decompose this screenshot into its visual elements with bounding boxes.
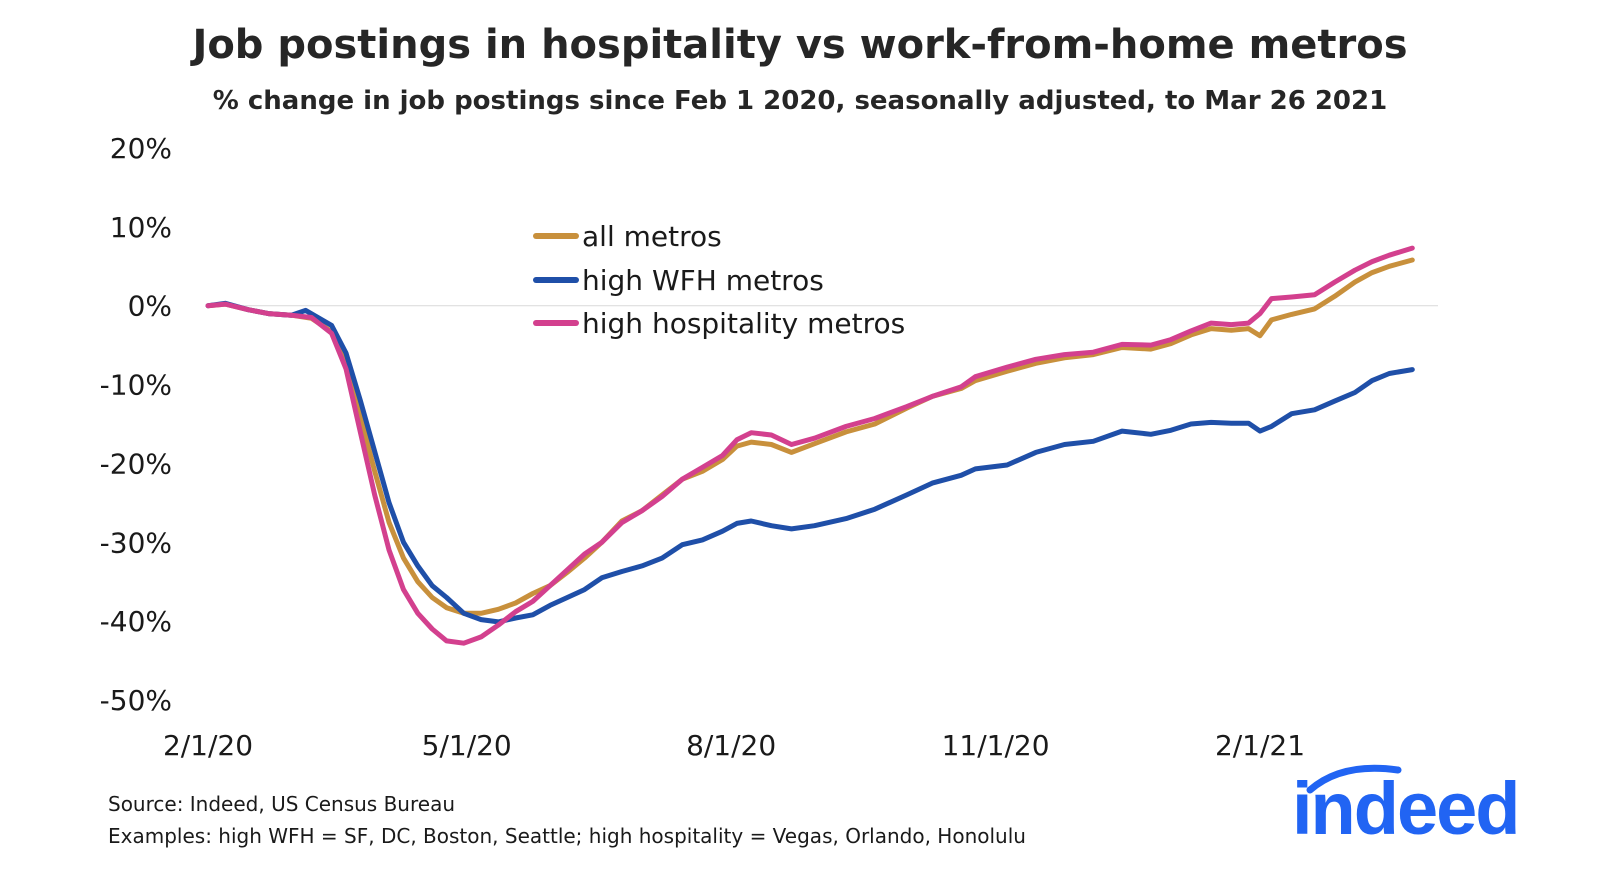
series-group: [205, 245, 1415, 646]
legend: all metros high WFH metros high hospitalit…: [533, 220, 905, 340]
logo-wordmark: indeed: [1292, 767, 1520, 850]
y-tick-label: 0%: [128, 290, 172, 323]
y-tick-label: -50%: [100, 684, 172, 717]
x-tick-label: 2/1/21: [1215, 729, 1305, 762]
x-tick-label: 11/1/20: [942, 729, 1050, 762]
x-tick-label: 8/1/20: [686, 729, 776, 762]
legend-label: high hospitality metros: [582, 307, 905, 340]
x-tick-label: 5/1/20: [422, 729, 512, 762]
y-axis: 20% 10% 0% -10% -20% -30% -40% -50%: [100, 132, 172, 717]
y-tick-label: -40%: [100, 605, 172, 638]
source-note: Source: Indeed, US Census Bureau: [108, 792, 456, 816]
y-tick-label: 20%: [110, 132, 172, 165]
legend-label: all metros: [582, 220, 722, 253]
examples-note: Examples: high WFH = SF, DC, Boston, Sea…: [108, 824, 1026, 848]
series-line-high-wfh-metros: [205, 300, 1415, 625]
y-tick-label: -30%: [100, 526, 172, 559]
x-tick-label: 2/1/20: [163, 729, 253, 762]
y-tick-label: -20%: [100, 447, 172, 480]
chart-subtitle: % change in job postings since Feb 1 202…: [212, 86, 1388, 116]
series-line-all-metros: [205, 257, 1415, 616]
chart-title: Job postings in hospitality vs work-from…: [192, 22, 1408, 68]
legend-label: high WFH metros: [582, 264, 824, 297]
series-line-high-hospitality-metros: [205, 245, 1415, 646]
y-tick-label: 10%: [110, 211, 172, 244]
y-tick-label: -10%: [100, 369, 172, 402]
x-axis: 2/1/20 5/1/20 8/1/20 11/1/20 2/1/21: [163, 729, 1305, 762]
logo-arc-icon: [1306, 764, 1402, 794]
indeed-logo: indeed: [1292, 760, 1552, 850]
